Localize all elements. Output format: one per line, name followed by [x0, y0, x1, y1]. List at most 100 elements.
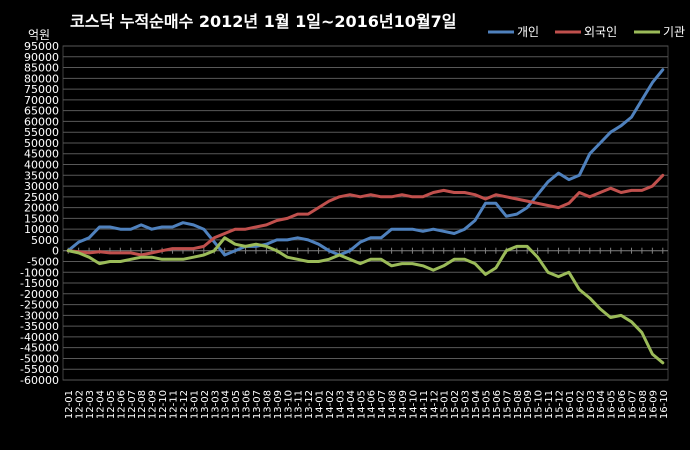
x-tick-label: 13-01: [189, 390, 200, 419]
x-tick-label: 13-07: [252, 390, 263, 419]
y-tick-label: -35000: [20, 320, 59, 333]
x-tick-label: 15-09: [523, 390, 534, 419]
x-tick-label: 14-03: [335, 390, 346, 419]
x-tick-label: 16-01: [565, 390, 576, 419]
y-tick-label: -15000: [20, 277, 59, 290]
x-tick-label: 16-03: [586, 390, 597, 419]
legend-label-1: 개인: [517, 25, 539, 39]
x-tick-label: 13-11: [294, 390, 305, 419]
y-tick-label: -25000: [20, 299, 59, 312]
x-tick-label: 13-06: [242, 390, 253, 419]
x-tick-label: 15-08: [513, 390, 524, 419]
x-tick-label: 14-09: [398, 390, 409, 419]
x-tick-label: 14-08: [388, 390, 399, 419]
x-tick-label: 16-05: [607, 390, 618, 419]
x-tick-label: 15-02: [450, 390, 461, 419]
x-tick-label: 16-09: [648, 390, 659, 419]
x-tick-label: 12-02: [75, 390, 86, 419]
y-tick-label: 40000: [24, 159, 59, 172]
y-tick-label: 25000: [24, 191, 59, 204]
legend-label-3: 기관: [663, 25, 685, 39]
x-tick-label: 14-12: [429, 390, 440, 419]
x-tick-label: 14-01: [315, 390, 326, 419]
y-tick-label: 0: [52, 245, 59, 258]
x-tick-label: 12-11: [169, 390, 180, 419]
x-tick-label: 12-04: [96, 390, 107, 419]
x-tick-label: 16-02: [575, 390, 586, 419]
x-tick-label: 14-10: [408, 390, 419, 419]
x-tick-label: 12-12: [179, 390, 190, 419]
x-tick-label: 13-02: [200, 390, 211, 419]
x-tick-label: 15-11: [544, 390, 555, 419]
y-tick-label: 15000: [24, 212, 59, 225]
y-tick-label: -60000: [20, 374, 59, 387]
series-line-3: [66, 236, 665, 365]
x-tick-label: 12-05: [106, 390, 117, 419]
y-tick-label: 5000: [31, 234, 59, 247]
x-tick-label: 13-05: [231, 390, 242, 419]
x-tick-label: 14-04: [346, 390, 357, 419]
x-tick-label: 12-01: [64, 390, 75, 419]
x-tick-label: 15-07: [502, 390, 513, 419]
x-tick-label: 16-10: [659, 390, 670, 419]
x-tick-label: 12-08: [137, 390, 148, 419]
y-tick-label: -30000: [20, 309, 59, 322]
y-tick-label: -50000: [20, 352, 59, 365]
y-tick-label: 95000: [24, 40, 59, 53]
x-tick-label: 15-12: [554, 390, 565, 419]
x-tick-label: 12-03: [85, 390, 96, 419]
x-tick-label: 15-04: [471, 390, 482, 419]
y-tick-label: 80000: [24, 72, 59, 85]
y-tick-label: 60000: [24, 115, 59, 128]
x-tick-label: 13-09: [273, 390, 284, 419]
series-line-1: [66, 68, 665, 257]
x-tick-label: 16-04: [596, 390, 607, 419]
x-tick-label: 15-05: [481, 390, 492, 419]
x-tick-label: 12-09: [148, 390, 159, 419]
y-axis-unit: 억원: [28, 28, 51, 42]
x-tick-label: 15-03: [461, 390, 472, 419]
x-tick-label: 15-06: [492, 390, 503, 419]
y-tick-label: 85000: [24, 62, 59, 75]
x-tick-label: 16-06: [617, 390, 628, 419]
y-tick-label: 90000: [24, 51, 59, 64]
x-tick-label: 13-03: [210, 390, 221, 419]
y-tick-label: 50000: [24, 137, 59, 150]
x-tick-label: 16-08: [638, 390, 649, 419]
y-tick-label: -20000: [20, 288, 59, 301]
y-tick-label: 55000: [24, 126, 59, 139]
y-tick-label: -40000: [20, 331, 59, 344]
x-tick-label: 13-04: [221, 390, 232, 419]
y-tick-label: 75000: [24, 83, 59, 96]
y-tick-label: -45000: [20, 342, 59, 355]
y-tick-label: 20000: [24, 202, 59, 215]
x-tick-label: 15-10: [534, 390, 545, 419]
x-tick-label: 12-07: [127, 390, 138, 419]
plot-area: [62, 45, 669, 381]
x-tick-label: 15-01: [440, 390, 451, 419]
x-tick-label: 16-07: [627, 390, 638, 419]
x-tick-label: 13-08: [262, 390, 273, 419]
x-tick-label: 14-02: [325, 390, 336, 419]
y-tick-label: 35000: [24, 169, 59, 182]
y-tick-label: -10000: [20, 266, 59, 279]
y-tick-label: 30000: [24, 180, 59, 193]
x-tick-label: 14-06: [367, 390, 378, 419]
x-tick-label: 14-11: [419, 390, 430, 419]
y-tick-label: 65000: [24, 105, 59, 118]
x-tick-label: 12-10: [158, 390, 169, 419]
x-tick-label: 14-05: [356, 390, 367, 419]
x-tick-label: 14-07: [377, 390, 388, 419]
x-tick-label: 13-10: [283, 390, 294, 419]
series-line-2: [66, 173, 665, 257]
x-tick-label: 13-12: [304, 390, 315, 419]
y-tick-label: -5000: [27, 255, 59, 268]
y-tick-label: 10000: [24, 223, 59, 236]
y-tick-label: -55000: [20, 363, 59, 376]
x-tick-label: 12-06: [116, 390, 127, 419]
y-tick-label: 70000: [24, 94, 59, 107]
y-tick-label: 45000: [24, 148, 59, 161]
chart-title: 코스닥 누적순매수 2012년 1월 1일~2016년10월7일: [70, 12, 457, 31]
legend-label-2: 외국인: [584, 25, 617, 39]
